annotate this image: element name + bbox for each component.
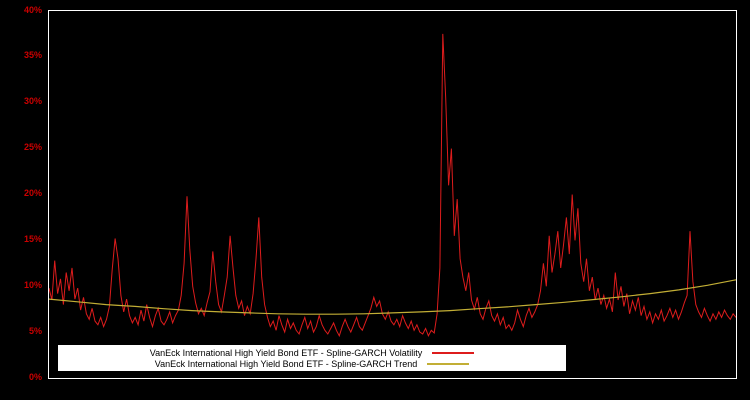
y-tick-label: 20% — [23, 188, 42, 198]
y-tick-label: 25% — [23, 142, 42, 153]
legend: VanEck International High Yield Bond ETF… — [58, 345, 566, 371]
y-tick-label: 0% — [28, 371, 42, 382]
y-tick-label: 30% — [23, 96, 42, 107]
trend-line-sample — [427, 362, 470, 365]
volatility-series-line — [49, 33, 736, 338]
y-tick-label: 15% — [23, 233, 42, 244]
y-tick-label: 40% — [23, 4, 42, 15]
legend-label-trend: VanEck International High Yield Bond ETF… — [154, 358, 418, 369]
y-tick-label: 35% — [23, 50, 42, 61]
legend-entry-volatility: VanEck International High Yield Bond ETF… — [62, 347, 562, 358]
series-plot — [49, 33, 736, 338]
y-tick-label: 10% — [23, 279, 42, 290]
plot-area: VanEck International High Yield Bond ETF… — [48, 10, 737, 379]
legend-entry-trend: VanEck International High Yield Bond ETF… — [62, 358, 562, 369]
legend-label-volatility: VanEck International High Yield Bond ETF… — [149, 347, 423, 358]
y-tick-label: 5% — [28, 325, 42, 336]
volatility-line-sample — [432, 351, 475, 354]
trend-series-line — [49, 279, 736, 315]
